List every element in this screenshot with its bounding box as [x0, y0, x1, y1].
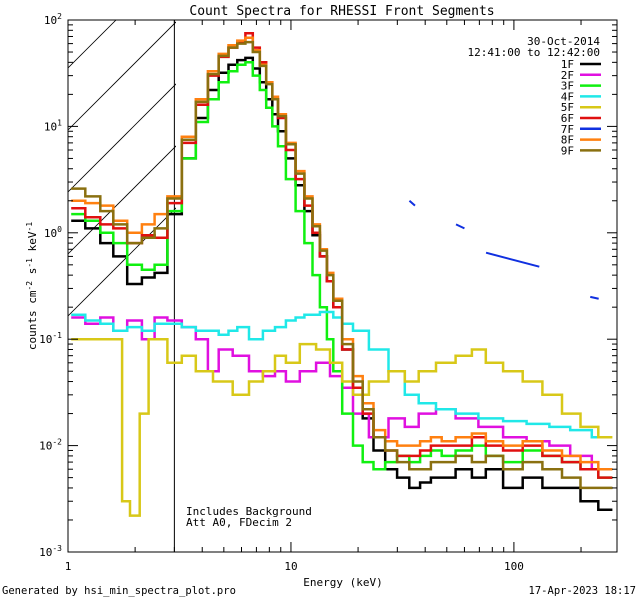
hatch-line: [68, 21, 176, 131]
y-axis-label-mid1: s: [26, 268, 39, 281]
y-axis-label-exp3: -1: [25, 222, 34, 232]
legend-label: 9F: [561, 144, 574, 157]
series-3f-line: [71, 61, 613, 479]
y-tick-label-base: 10: [44, 14, 57, 27]
y-axis-label-exp1: -2: [25, 281, 34, 291]
hatch-line: [68, 145, 176, 255]
legend-label: 4F: [561, 90, 574, 103]
x-tick-labels: 1 10 100: [65, 560, 524, 573]
x-axis-label: Energy (keV): [303, 576, 382, 589]
y-tick-label-exp: 1: [57, 118, 62, 127]
hatch-line: [68, 207, 176, 317]
y-axis-label: counts cm-2 s-1 keV-1: [25, 222, 39, 350]
x-tick-label: 1: [65, 560, 72, 573]
y-tick-label: 101: [44, 118, 62, 133]
legend-label: 5F: [561, 101, 574, 114]
y-tick-label: 10-1: [39, 331, 62, 346]
date-label: 30-Oct-2014: [527, 35, 600, 48]
legend-label: 7F: [561, 123, 574, 136]
legend-label: 1F: [561, 58, 574, 71]
annotation-background: Includes Background: [186, 505, 312, 518]
series-6f-line: [71, 32, 613, 479]
plot-frame: [67, 19, 618, 553]
series-9f-line: [71, 40, 613, 490]
series-4f-line: [71, 310, 609, 439]
hatch-line: [68, 83, 176, 193]
timestamp-label: 17-Apr-2023 18:17: [529, 585, 636, 597]
annotation-attenuator: Att A0, FDecim 2: [186, 516, 292, 529]
y-axis-label-mid2: keV: [26, 231, 39, 258]
series-7f-segment: [455, 223, 465, 230]
x-tick-label: 10: [284, 560, 297, 573]
y-axis-label-base: counts cm: [26, 290, 39, 350]
series-5f-line: [71, 337, 613, 517]
legend-label: 6F: [561, 112, 574, 125]
y-tick-label-exp: -2: [52, 438, 62, 447]
y-tick-label-exp: 0: [57, 225, 62, 234]
y-tick-label-exp: -3: [52, 544, 62, 553]
y-tick-label: 10-2: [39, 438, 62, 453]
y-tick-label: 100: [44, 225, 62, 240]
axis-ticks: [67, 19, 617, 553]
series-2f-line: [71, 316, 609, 471]
y-tick-label-base: 10: [44, 227, 57, 240]
x-tick-label: 100: [504, 560, 524, 573]
time-range-label: 12:41:00 to 12:42:00: [468, 46, 600, 59]
y-tick-label-base: 10: [44, 120, 57, 133]
series-7f-segment: [590, 295, 599, 300]
series-7f-segment: [408, 200, 416, 207]
series-7f-segment: [485, 251, 540, 268]
chart-title: Count Spectra for RHESSI Front Segments: [189, 4, 494, 19]
y-tick-label-base: 10: [39, 440, 52, 453]
y-tick-label: 102: [44, 12, 62, 27]
y-tick-label-exp: -1: [52, 331, 62, 340]
legend-label: 3F: [561, 80, 574, 93]
series-1f-line: [71, 56, 613, 511]
y-tick-label-exp: 2: [57, 12, 62, 21]
excluded-region-hatch: [68, 20, 176, 317]
generated-by-label: Generated by hsi_min_spectra_plot.pro: [2, 585, 236, 597]
legend-label: 8F: [561, 134, 574, 147]
legend-label: 2F: [561, 69, 574, 82]
y-tick-label-base: 10: [39, 546, 52, 559]
y-axis-label-exp2: -1: [25, 258, 34, 268]
y-tick-label: 10-3: [39, 544, 62, 559]
y-tick-label-base: 10: [39, 333, 52, 346]
series-layer: [71, 32, 613, 517]
